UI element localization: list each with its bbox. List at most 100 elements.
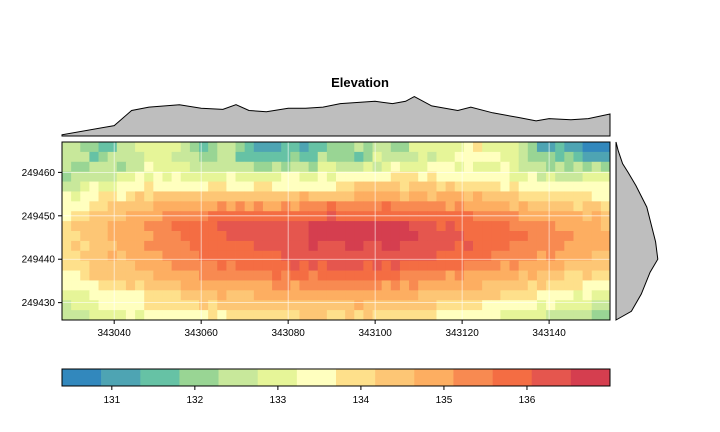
heatmap-cell [482,240,492,252]
heatmap-cell [199,211,209,222]
heatmap-cell [107,231,118,242]
heatmap-cell [162,151,172,163]
heatmap-cell [107,191,118,202]
heatmap-cell [208,181,218,192]
color-key-tick-label: 133 [270,395,287,406]
heatmap-cell [363,300,373,311]
heatmap-cell [180,280,191,291]
heatmap-cell [272,290,282,301]
heatmap-cell [345,260,355,271]
heatmap-cell [463,161,474,173]
heatmap-cell [555,231,565,242]
heatmap-cell [409,161,419,173]
heatmap-cell [482,171,492,182]
heatmap-cell [272,161,282,173]
heatmap-cell [509,181,520,192]
heatmap-cell [555,290,565,301]
heatmap-cell [409,270,419,281]
heatmap-cell [299,221,309,232]
heatmap-cell [217,201,227,212]
heatmap-cell [235,171,246,182]
heatmap-cell [345,161,355,173]
heatmap-cell [418,151,428,163]
heatmap-cell [244,310,255,321]
heatmap-cell [436,280,446,291]
heatmap-cell [518,181,529,192]
heatmap-cell [244,300,255,311]
heatmap-cell [71,240,81,252]
heatmap-cell [262,171,273,182]
heatmap-cell [290,151,300,163]
heatmap-cell [71,300,81,311]
heatmap-cell [345,290,355,301]
heatmap-cell [272,231,282,242]
heatmap-cell [564,250,574,262]
heatmap-cell [217,211,227,222]
heatmap-cell [500,142,510,153]
heatmap-cell [399,191,410,202]
heatmap-cell [144,161,154,173]
heatmap-cell [162,280,172,291]
heatmap-cell [98,161,109,173]
heatmap-cell [217,300,227,311]
heatmap-cell [491,211,501,222]
heatmap-cell [62,211,72,222]
heatmap-cell [125,270,136,281]
heatmap-cell [317,201,328,212]
heatmap-cell [436,161,446,173]
heatmap-cell [536,270,547,281]
heatmap-cell [527,231,538,242]
heatmap-cell [564,221,574,232]
heatmap-cell [372,221,383,232]
heatmap-cell [463,201,474,212]
heatmap-cell [125,201,136,212]
heatmap-cell [418,260,428,271]
heatmap-cell [518,300,529,311]
heatmap-cell [235,250,246,262]
heatmap-cell [144,142,154,153]
heatmap-cell [290,211,300,222]
heatmap-cell [491,300,501,311]
heatmap-cell [409,310,419,321]
heatmap-cell [527,161,538,173]
heatmap-cell [473,240,483,252]
heatmap-cell [272,270,282,281]
heatmap-cell [509,260,520,271]
heatmap-cell [153,142,163,153]
heatmap-cell [500,171,510,182]
heatmap-cell [336,260,346,271]
heatmap-cell [262,240,273,252]
heatmap-cell [281,151,291,163]
heatmap-cell [555,181,565,192]
heatmap-cell [199,250,209,262]
x-tick-label: 343100 [358,328,392,339]
heatmap-cell [527,290,538,301]
heatmap-cell [116,250,127,262]
heatmap-cell [199,240,209,252]
heatmap-cell [527,280,538,291]
heatmap-cell [390,161,401,173]
heatmap-cell [399,181,410,192]
heatmap-cell [153,191,163,202]
heatmap-cell [381,142,392,153]
heatmap-cell [591,171,602,182]
heatmap-cell [235,161,246,173]
heatmap-cell [71,280,81,291]
heatmap-cell [317,290,328,301]
heatmap-cell [80,240,90,252]
color-key-swatch [414,369,454,386]
heatmap-cell [125,310,136,321]
heatmap-cell [98,310,109,321]
heatmap-cell [71,142,81,153]
heatmap-cell [536,240,547,252]
heatmap-cell [418,161,428,173]
heatmap-cell [427,181,437,192]
heatmap-cell [308,181,319,192]
heatmap-cell [399,142,410,153]
heatmap-cell [555,260,565,271]
heatmap-cell [153,250,163,262]
heatmap-cell [107,310,118,321]
heatmap-cell [326,201,337,212]
heatmap-cell [573,240,583,252]
heatmap-cell [162,142,172,153]
